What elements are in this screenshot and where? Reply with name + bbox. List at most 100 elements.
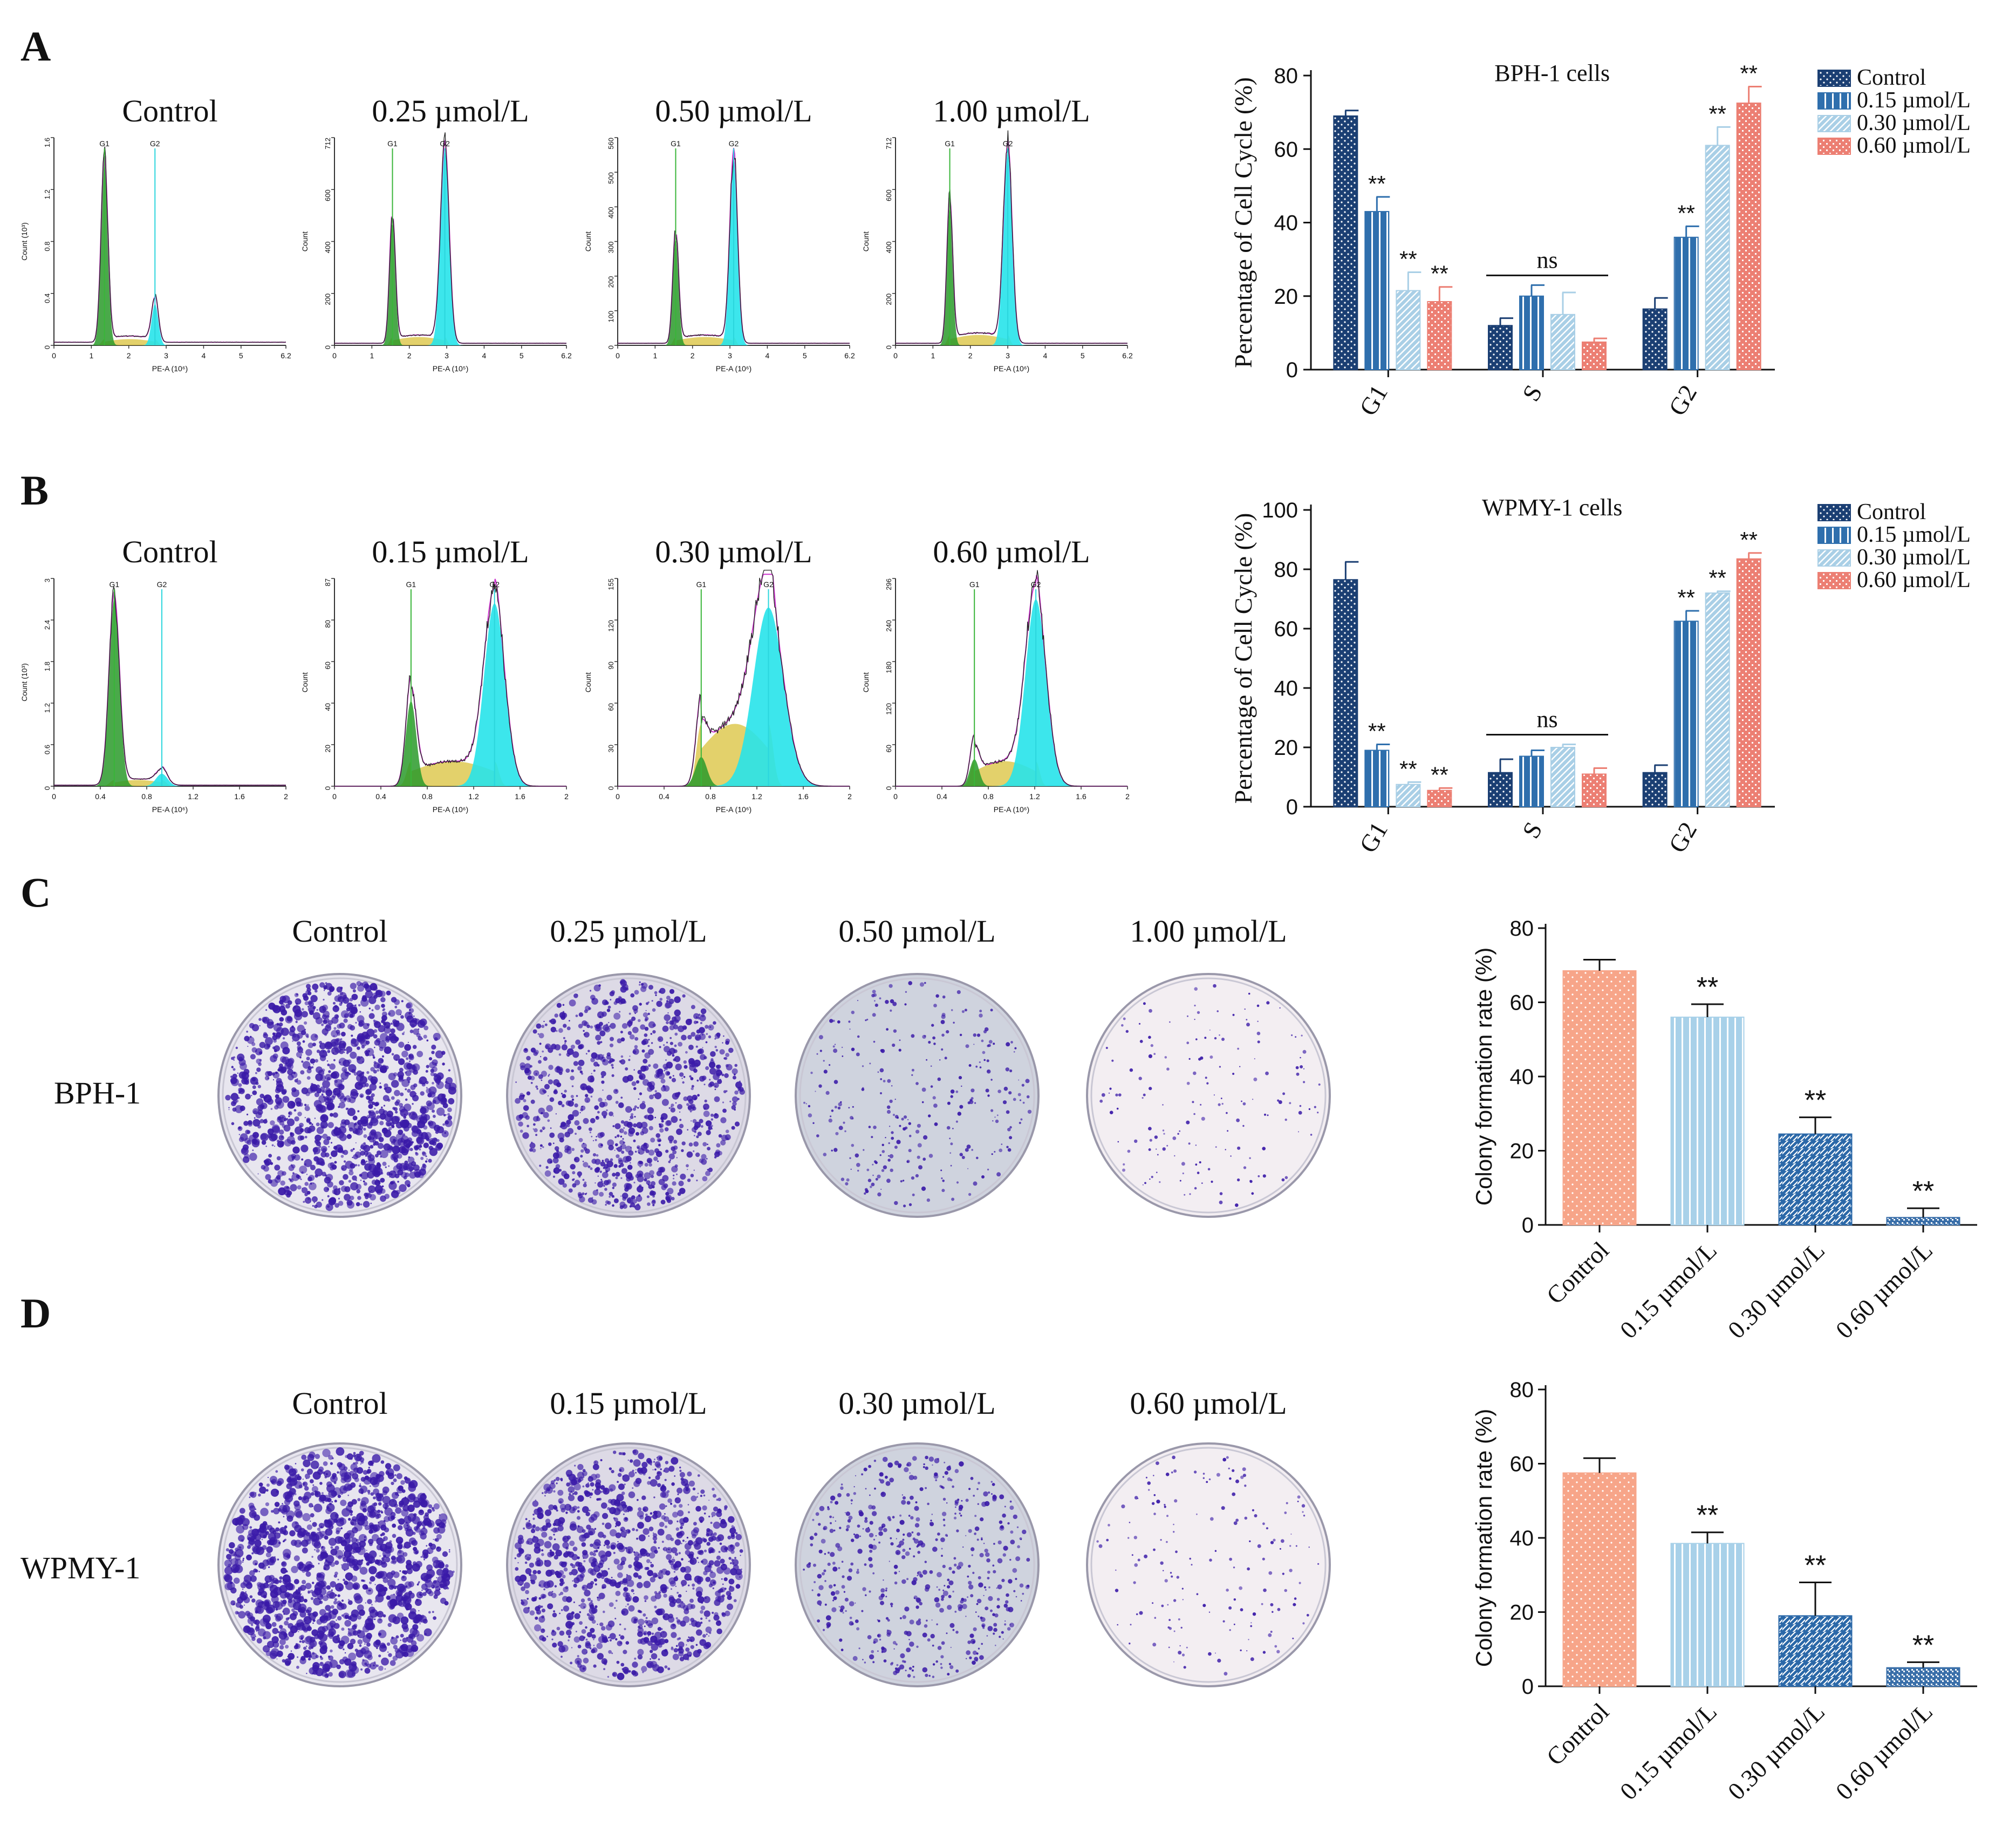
bar-ytick-label: 60	[1274, 138, 1299, 161]
dish-title: 0.25 µmol/L	[550, 914, 707, 949]
flow-ytick-label: 90	[607, 662, 615, 669]
bar	[1582, 773, 1607, 807]
bar	[1333, 115, 1358, 370]
flow-xtick-label: 1.6	[515, 792, 525, 801]
flow-ylabel: Count	[862, 231, 870, 251]
flow-xlabel: PE-A (10⁶)	[152, 805, 188, 814]
flow-g2-area	[54, 773, 286, 786]
flow-plot: Control 0 0.6 1.2 1.8 2.4 3 Count (10³) 0 0.4 0.8 1…	[20, 534, 288, 814]
flow-xtick-label: 1	[89, 351, 93, 360]
bar-category-label: G2	[1663, 818, 1702, 857]
flow-xlabel: PE-A (10⁶)	[716, 364, 751, 373]
legend-swatch	[1817, 549, 1851, 567]
panel-d-colony-chart: 0 20 40 60 80 Colony formation rate (%) Contro…	[1471, 1378, 1977, 1805]
dish-title: Control	[292, 1386, 387, 1421]
flow-xtick-label: 2	[127, 351, 131, 360]
ns-label: ns	[1536, 706, 1557, 733]
flow-gate-label: G1	[945, 139, 955, 148]
flow-ylabel: Count (10³)	[20, 222, 29, 261]
colony-bar	[1562, 1472, 1637, 1687]
bar	[1705, 145, 1730, 370]
bar	[1396, 290, 1421, 370]
bar	[1550, 314, 1575, 370]
flow-gate-label: G2	[729, 139, 739, 148]
flow-ytick-label: 180	[885, 662, 893, 673]
flow-ylabel: Count	[300, 231, 309, 251]
flow-ytick-label: 100	[607, 311, 615, 323]
flow-xtick-label: 0.4	[95, 792, 106, 801]
dish-title: 1.00 µmol/L	[1130, 914, 1287, 949]
flow-ytick-label: 712	[885, 138, 893, 149]
legend-swatch	[1817, 115, 1851, 132]
dish-title: 0.30 µmol/L	[838, 1386, 995, 1421]
dish-title: 0.50 µmol/L	[838, 914, 995, 949]
colony-bar	[1670, 1017, 1745, 1225]
flow-ylabel: Count (10³)	[20, 663, 29, 701]
colony-ytick-label: 80	[1510, 917, 1534, 941]
dish-title: 0.60 µmol/L	[1130, 1386, 1287, 1421]
flow-xlabel: PE-A (10⁶)	[716, 805, 751, 814]
flow-xtick-label: 0	[893, 792, 898, 801]
bar	[1673, 621, 1699, 807]
significance-mark: **	[1368, 171, 1386, 196]
flow-xtick-label: 0.8	[141, 792, 152, 801]
flow-xtick-label: 0	[616, 351, 620, 360]
flow-ytick-label: 40	[324, 703, 332, 711]
flow-ytick-label: 3	[43, 578, 51, 582]
flow-xtick-label: 3	[1006, 351, 1010, 360]
colony-dish	[506, 973, 751, 1218]
dish-title: Control	[292, 914, 387, 949]
colony-dish	[795, 1442, 1040, 1687]
colony-significance: **	[1805, 1550, 1826, 1582]
bar	[1705, 592, 1730, 807]
flow-xtick-label: 1	[931, 351, 935, 360]
flow-title: 0.25 µmol/L	[372, 93, 529, 128]
bar-category-label: G1	[1354, 380, 1393, 420]
dish-rim	[510, 1447, 747, 1683]
flow-ytick-label: 30	[607, 745, 615, 752]
flow-xtick-label: 0.8	[422, 792, 433, 801]
flow-ytick-label: 60	[324, 662, 332, 669]
flow-g2-area	[896, 599, 1127, 786]
flow-xtick-label: 1	[653, 351, 657, 360]
flow-fit-line	[334, 578, 566, 787]
legend-swatch	[1817, 527, 1851, 544]
bar-ylabel: Percentage of Cell Cycle (%)	[1229, 513, 1257, 804]
dish-rim	[799, 1447, 1035, 1683]
flow-ytick-label: 600	[885, 189, 893, 201]
legend-swatch	[1817, 92, 1851, 110]
flow-plot: Control 0 0.4 0.8 1.2 1.6 Count (10³) 0 1 2 3 4 5 6.2…	[20, 93, 291, 373]
flow-ytick-label: 500	[607, 172, 615, 184]
flow-title: 1.00 µmol/L	[933, 93, 1090, 128]
flow-ylabel: Count	[862, 672, 870, 692]
flow-xlabel: PE-A (10⁶)	[433, 805, 468, 814]
flow-raw-line	[334, 581, 566, 787]
dish-plate	[795, 1442, 1040, 1687]
flow-raw-line	[53, 585, 286, 786]
colony-ytick-label: 20	[1510, 1601, 1534, 1625]
flow-ytick-label: 0	[885, 786, 893, 790]
flow-raw-line	[895, 130, 1128, 344]
bar	[1582, 341, 1607, 370]
colony-category-label: 0.30 µmol/L	[1723, 1236, 1830, 1344]
flow-g2-area	[54, 304, 286, 345]
significance-mark: **	[1740, 60, 1758, 86]
panel-d-colony-dishes: Control 0.15 µmol/L 0.30 µmol/L 0.60 µmol/L	[217, 1386, 1331, 1687]
bar	[1642, 308, 1668, 370]
panel-b-flow-histograms: Control 0 0.6 1.2 1.8 2.4 3 Count (10³) 0 0.4 0.8 1…	[20, 534, 1130, 814]
flow-ytick-label: 712	[324, 138, 332, 149]
flow-title: Control	[122, 93, 217, 128]
bar	[1736, 558, 1761, 807]
flow-title: 0.15 µmol/L	[372, 534, 529, 569]
dish-rim	[222, 977, 458, 1214]
flow-s-phase-area	[896, 761, 1127, 786]
colony-ytick-label: 60	[1510, 1453, 1534, 1476]
legend-label: 0.60 µmol/L	[1857, 133, 1971, 158]
colony-ytick-label: 80	[1510, 1378, 1534, 1402]
flow-xtick-label: 1.6	[798, 792, 809, 801]
flow-gate-label: G1	[387, 139, 398, 148]
dish-plate	[1086, 973, 1331, 1218]
flow-ytick-label: 200	[324, 294, 332, 305]
flow-xtick-label: 0	[332, 351, 337, 360]
